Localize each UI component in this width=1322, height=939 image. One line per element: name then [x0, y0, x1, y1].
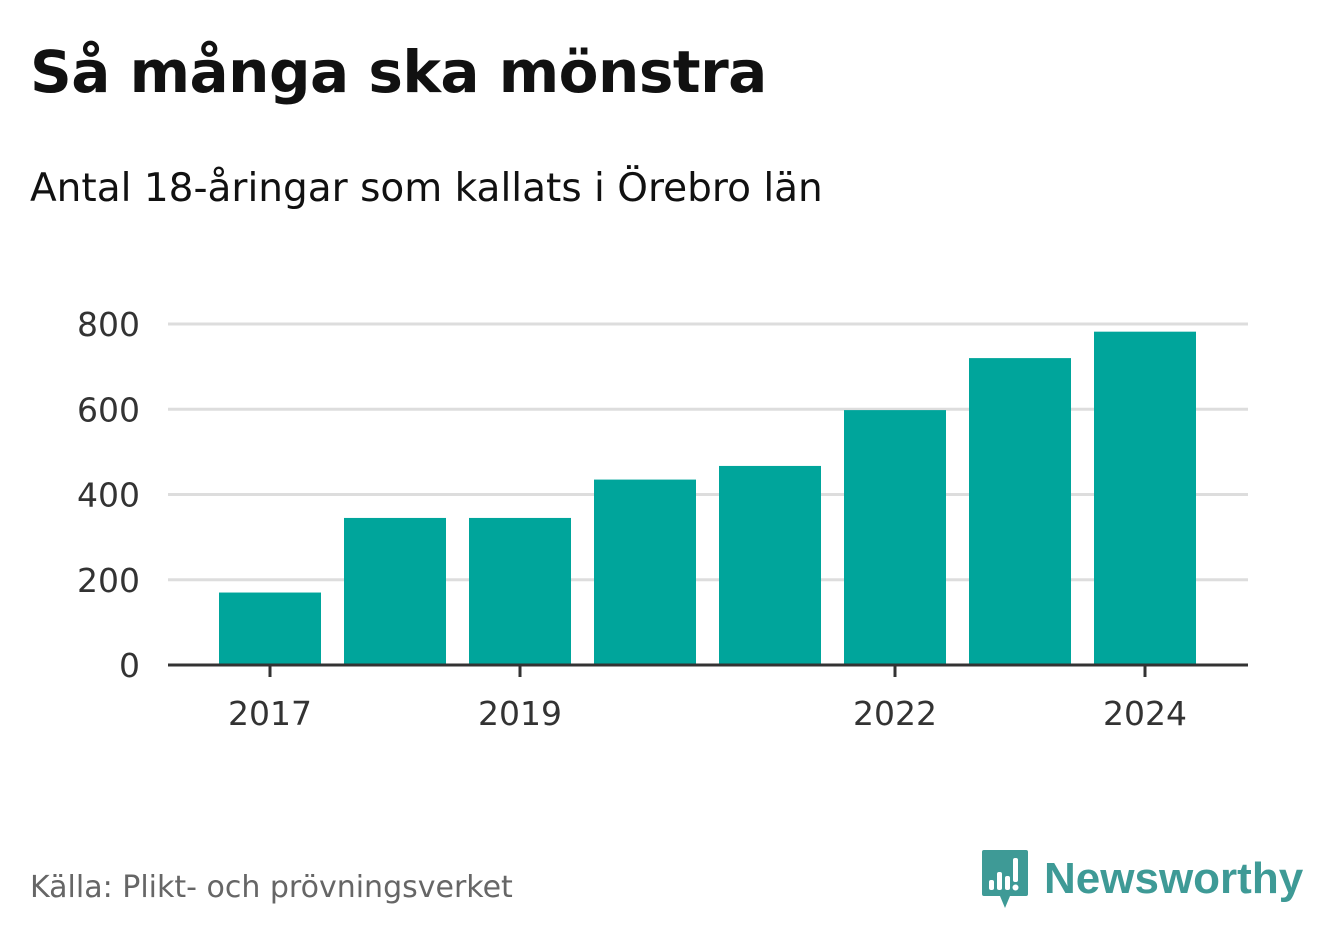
y-tick-label: 200 — [77, 561, 140, 600]
x-tick-label: 2024 — [1103, 694, 1187, 733]
x-tick-label: 2017 — [228, 694, 312, 733]
bar-2024 — [1094, 331, 1196, 665]
x-axis: 2017 2019 2022 2024 — [168, 663, 1248, 733]
bar-2018 — [344, 517, 446, 665]
chart-subtitle: Antal 18-åringar som kallats i Örebro lä… — [30, 166, 823, 211]
source-note: Källa: Plikt- och prövningsverket — [30, 870, 513, 905]
bar-2019 — [469, 517, 571, 665]
newsworthy-logo-icon — [982, 850, 1028, 908]
bar-2023 — [969, 358, 1071, 665]
y-tick-label: 600 — [77, 390, 140, 429]
x-tick-label: 2019 — [478, 694, 562, 733]
y-tick-label: 400 — [77, 476, 140, 515]
bar-2017 — [219, 592, 321, 665]
bars — [219, 331, 1196, 665]
bar-chart: 0 200 400 600 800 2017 2019 2022 2024 — [77, 305, 1248, 733]
brand-name: Newsworthy — [1044, 854, 1304, 903]
y-tick-label: 800 — [77, 305, 140, 344]
y-tick-label: 0 — [119, 646, 140, 685]
brand-logo: Newsworthy — [980, 848, 1303, 910]
bar-2021 — [719, 465, 821, 665]
chart-title: Så många ska mönstra — [30, 38, 767, 106]
bar-2022 — [844, 410, 946, 665]
x-tick-label: 2022 — [853, 694, 937, 733]
y-axis-ticks: 0 200 400 600 800 — [77, 305, 140, 685]
grid-lines — [168, 322, 1248, 582]
bar-2020 — [594, 479, 696, 665]
